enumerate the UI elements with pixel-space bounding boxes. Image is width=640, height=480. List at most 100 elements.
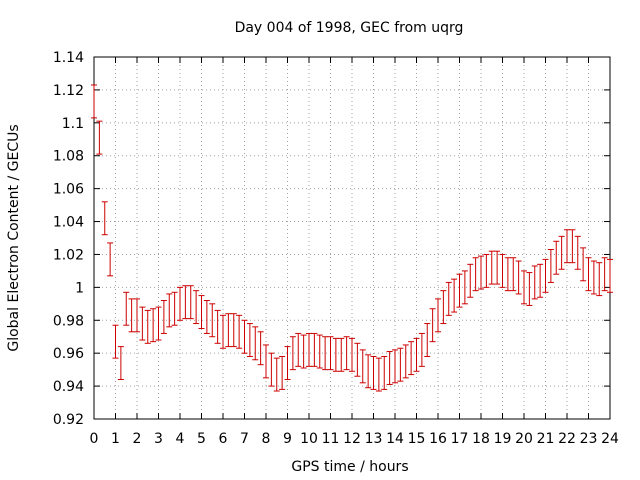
error-bar-point [537,263,544,298]
error-bar-point [279,355,286,390]
y-tick-label: 1.06 [53,182,84,198]
error-bar-point [607,258,613,293]
error-bar-point [150,308,157,343]
error-bar-point [354,342,361,377]
error-bar-point [273,357,280,392]
error-bar-point [107,242,114,277]
y-tick-label: 0.94 [53,379,84,395]
data-series [91,84,613,392]
error-bar-point [252,326,259,361]
error-bar-point [542,258,549,293]
error-bar-point [203,300,210,334]
error-bar-point [408,341,415,376]
error-bar-point [478,255,484,290]
error-bar-point [236,314,243,349]
error-bar-point [177,286,183,321]
error-bar-point [338,337,345,372]
error-bar-point [483,253,490,288]
error-bar-point [392,349,398,384]
error-bar-point [101,201,108,236]
x-tick-label: 21 [537,431,555,447]
error-bar-point [171,291,178,326]
error-bar-point [596,262,603,297]
error-bar-point [510,257,517,292]
x-tick-label: 20 [515,431,533,447]
error-bar-point [311,332,318,367]
y-tick-label: 0.96 [53,346,84,362]
error-bar-point [370,355,377,390]
error-bar-point [531,265,538,300]
error-bar-point [155,306,162,341]
error-bar-point [564,229,570,264]
error-bar-point [134,298,140,333]
error-bar-point [418,332,425,367]
error-bar-point [413,337,420,372]
error-bar-point [316,334,323,369]
error-bar-point [424,323,431,357]
error-bar-point [499,253,506,288]
error-bar-point [359,349,366,384]
error-bar-point [504,257,511,292]
error-bar-point [558,235,565,270]
error-bar-point [91,84,97,119]
error-bar-point [515,260,522,295]
y-tick-label: 1.04 [53,215,84,231]
x-axis: 0 1 2 3 4 5 6 7 8 9 10 11 12 13 14 15 16 17 18 19 20 21 22 23 24 [90,57,619,447]
error-bar-point [246,323,253,357]
error-bar-point [590,260,597,295]
x-tick-label: 9 [283,431,292,447]
x-tick-label: 23 [580,431,598,447]
error-bar-point [225,313,232,348]
error-bar-point [349,337,355,372]
error-bar-point [322,336,329,371]
error-bar-point [144,309,151,344]
error-bar-point [553,240,560,275]
x-tick-label: 13 [365,431,383,447]
y-tick-label: 1 [75,280,84,296]
y-tick-label: 1.02 [53,247,84,263]
error-bar-point [574,235,581,270]
x-tick-label: 2 [133,431,142,447]
error-bar-point [467,263,474,298]
x-tick-label: 0 [90,431,99,447]
error-bar-point [375,357,382,392]
y-tick-label: 0.92 [53,412,84,428]
y-axis: 0.92 0.94 0.96 0.98 1 1.02 1.04 1.06 1.08 1.1 1.12… [53,50,610,428]
error-bar-point [230,313,237,348]
x-tick-label: 16 [429,431,447,447]
error-bar-point [327,336,334,371]
error-bar-point [332,337,339,372]
error-bar-point [112,324,119,359]
error-bar-point [214,309,221,344]
error-bar-point [182,285,189,320]
error-bar-point [547,249,554,283]
x-tick-label: 17 [451,431,469,447]
error-bar-point [187,285,194,320]
error-bar-point [166,293,173,328]
error-bar-point [521,270,527,305]
x-tick-label: 15 [408,431,426,447]
error-bar-point [461,270,468,305]
y-tick-label: 1.1 [62,116,84,132]
error-bar-point [128,298,135,333]
y-axis-label: Global Electron Content / GECUs [6,124,22,351]
x-tick-label: 10 [300,431,318,447]
x-tick-label: 7 [240,431,249,447]
error-bar-point [601,257,608,292]
x-tick-label: 4 [176,431,185,447]
error-bar-point [268,352,275,387]
x-tick-label: 12 [343,431,361,447]
error-bar-point [123,291,130,326]
error-bar-point [365,354,372,389]
x-axis-label: GPS time / hours [291,459,408,475]
y-tick-label: 1.12 [53,83,84,99]
x-tick-label: 11 [322,431,340,447]
x-tick-label: 24 [601,431,619,447]
error-bar-point [472,257,479,292]
error-bar-point [284,346,291,381]
error-bar-point [257,331,264,366]
error-bar-point [435,298,441,333]
error-bar-point [585,257,592,292]
error-bar-point [198,295,205,329]
